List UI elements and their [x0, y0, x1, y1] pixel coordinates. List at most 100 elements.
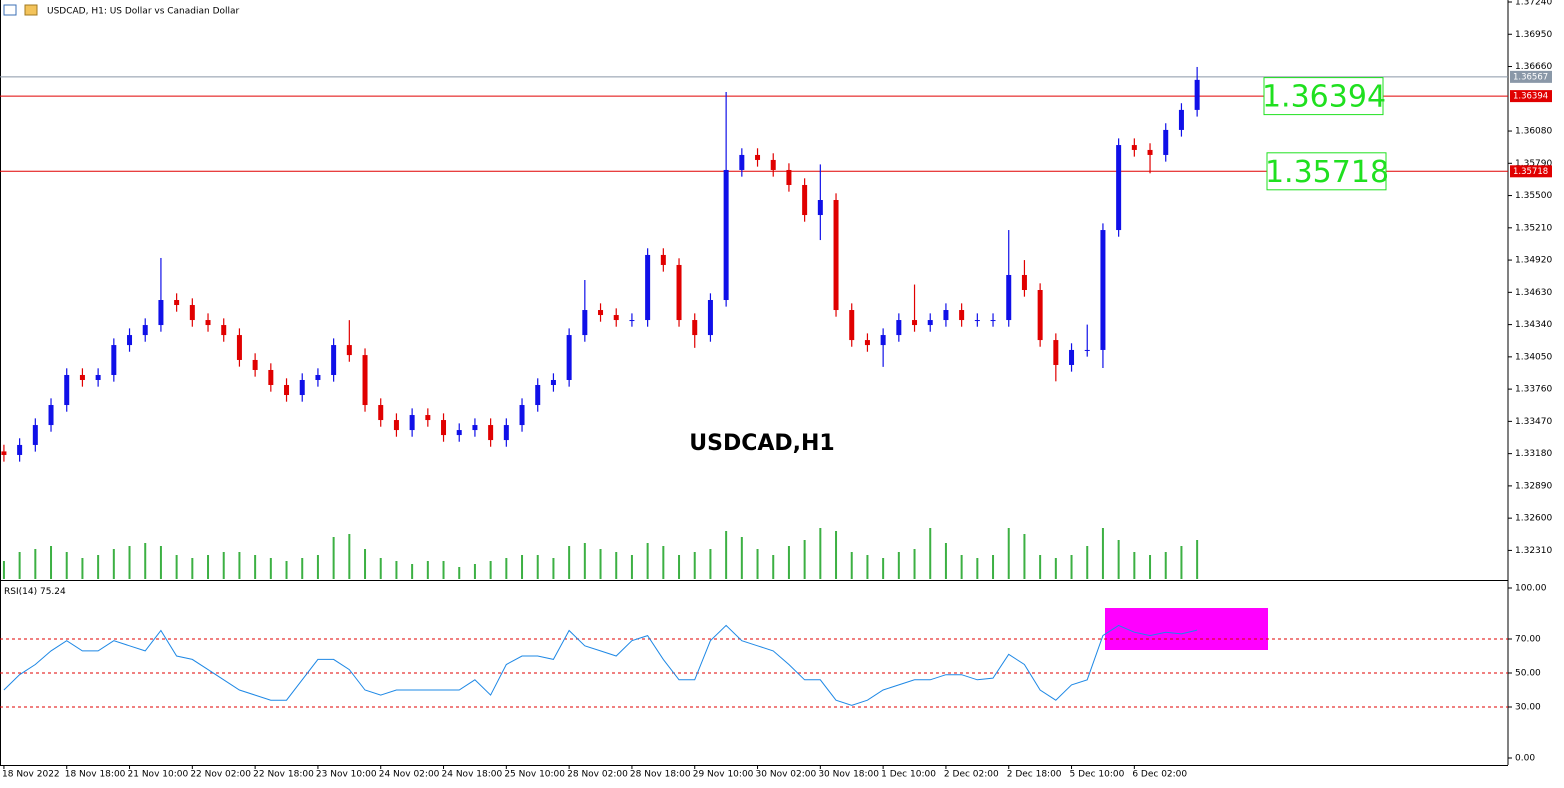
candle-body	[1116, 145, 1122, 231]
rsi-tick-label: 70.00	[1515, 635, 1541, 645]
candle-body	[692, 320, 698, 336]
volume-bar	[489, 561, 492, 579]
y-tick-label: 1.35500	[1515, 191, 1552, 201]
x-tick-label: 29 Nov 10:00	[693, 770, 754, 780]
volume-bar	[191, 558, 194, 579]
x-tick-label: 1 Dec 10:00	[881, 770, 936, 780]
rsi-last-value: 75.24	[40, 587, 66, 597]
x-tick-label: 28 Nov 02:00	[567, 770, 628, 780]
volume-bar	[913, 549, 916, 579]
volume-bar	[1196, 540, 1199, 579]
level-annotation: 1.35718	[1265, 155, 1389, 190]
volume-bar	[379, 558, 382, 579]
rsi-label: RSI(14) 75.24	[4, 587, 66, 597]
candle-body	[315, 374, 321, 380]
volume-bar	[662, 546, 665, 579]
volume-bar	[34, 549, 37, 579]
volume-bar	[1039, 555, 1042, 579]
candle-body	[864, 340, 870, 346]
y-tick-label: 1.32890	[1515, 481, 1552, 491]
volume-bar	[1149, 555, 1152, 579]
candle-body	[723, 169, 729, 301]
x-tick-label: 6 Dec 02:00	[1132, 770, 1187, 780]
y-tick-label: 1.34630	[1515, 288, 1552, 298]
x-tick-label: 28 Nov 18:00	[630, 770, 691, 780]
price-box-label: 1.36394	[1513, 92, 1548, 102]
volume-bar	[1133, 552, 1136, 579]
volume-bar	[1086, 546, 1089, 579]
candle-body	[488, 425, 494, 441]
symbol-icon[interactable]	[24, 4, 38, 16]
x-tick-label: 22 Nov 02:00	[190, 770, 251, 780]
candle-body	[613, 315, 619, 321]
volume-bar	[175, 555, 178, 579]
rsi-tick-label: 30.00	[1515, 703, 1541, 713]
rsi-tick-label: 0.00	[1515, 754, 1535, 764]
x-tick-label: 24 Nov 18:00	[442, 770, 503, 780]
x-tick-label: 2 Dec 18:00	[1007, 770, 1062, 780]
y-tick-label: 1.35790	[1515, 159, 1552, 169]
candle-body	[472, 425, 478, 431]
candle-body	[817, 200, 823, 216]
candle-body	[79, 374, 85, 380]
candle-body	[676, 264, 682, 321]
candle-body	[252, 359, 258, 370]
x-tick-label: 21 Nov 10:00	[128, 770, 189, 780]
volume-bar	[536, 555, 539, 579]
candle-body	[1147, 149, 1153, 155]
candle-body	[95, 374, 101, 380]
volume-bar	[568, 546, 571, 579]
candle-body	[1084, 349, 1090, 351]
candle-body	[1100, 230, 1106, 350]
volume-bar	[756, 549, 759, 579]
volume-bar	[1070, 555, 1073, 579]
volume-bar	[725, 531, 728, 579]
candle-body	[1163, 129, 1169, 155]
volume-bar	[929, 528, 932, 579]
y-tick-label: 1.37240	[1515, 0, 1552, 8]
volume-bar	[552, 558, 555, 579]
rsi-name: RSI(14)	[4, 587, 37, 597]
volume-bar	[411, 564, 414, 579]
volume-bar	[364, 549, 367, 579]
candle-body	[127, 335, 133, 346]
volume-bar	[630, 555, 633, 579]
y-tick-label: 1.34050	[1515, 352, 1552, 362]
candle-body	[912, 320, 918, 326]
candle-body	[550, 379, 556, 385]
x-tick-label: 18 Nov 2022	[2, 770, 60, 780]
volume-bar	[1164, 552, 1167, 579]
candle-body	[990, 320, 996, 322]
volume-bar	[207, 555, 210, 579]
y-tick-label: 1.36080	[1515, 127, 1552, 137]
volume-bar	[1117, 540, 1120, 579]
volume-bar	[772, 555, 775, 579]
y-tick-label: 1.33760	[1515, 385, 1552, 395]
candle-body	[32, 425, 38, 445]
candle-body	[331, 345, 337, 375]
candle-body	[1021, 274, 1027, 290]
volume-bar	[897, 552, 900, 579]
volume-bar	[316, 555, 319, 579]
volume-bar	[285, 561, 288, 579]
candle-body	[174, 300, 180, 306]
candle-body	[221, 325, 227, 336]
menu-icon[interactable]	[3, 4, 17, 16]
volume-bar	[740, 537, 743, 579]
volume-bar	[583, 543, 586, 579]
volume-bar	[1101, 528, 1104, 579]
volume-bar	[1054, 558, 1057, 579]
rsi-line	[3, 624, 1198, 706]
y-tick-label: 1.36950	[1515, 30, 1552, 40]
level-annotation: 1.36394	[1262, 80, 1386, 115]
price-box	[1510, 90, 1552, 103]
candle-body	[48, 405, 54, 426]
volume-bar	[159, 546, 162, 579]
candle-body	[959, 310, 965, 321]
volume-bar	[1180, 546, 1183, 579]
volume-bar	[819, 528, 822, 579]
candle-body	[896, 320, 902, 336]
candle-body	[629, 320, 635, 322]
volume-bar	[866, 555, 869, 579]
